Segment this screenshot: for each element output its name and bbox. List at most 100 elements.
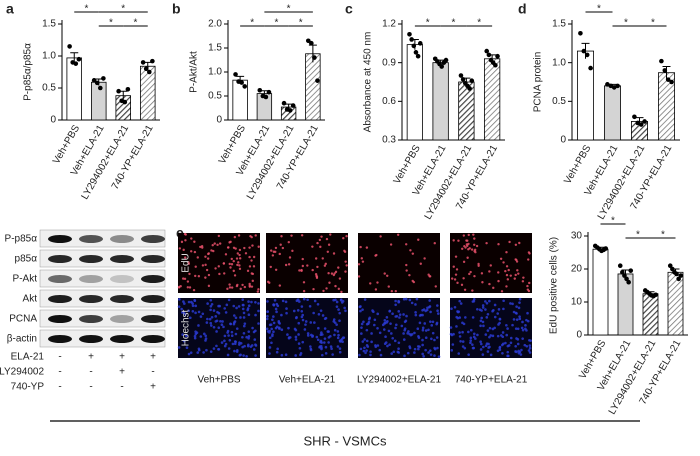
cell <box>309 333 313 337</box>
cell <box>318 238 322 242</box>
y-tick-label: 1.0 <box>552 57 566 68</box>
cell <box>214 315 218 318</box>
cell <box>431 320 435 324</box>
cell <box>496 349 500 353</box>
cell <box>378 331 382 335</box>
cell <box>235 257 239 260</box>
cell <box>180 307 183 311</box>
cell <box>340 290 343 294</box>
treatment-sign: - <box>89 367 92 378</box>
cell <box>187 261 190 264</box>
cell <box>485 301 489 305</box>
cell <box>521 328 525 332</box>
significance-label: * <box>661 230 665 241</box>
panel-letter: a <box>6 1 14 17</box>
cell <box>187 300 191 304</box>
error-bar <box>662 66 671 79</box>
cell <box>329 345 333 348</box>
cell <box>389 322 392 325</box>
image-column-label: Veh+ELA-21 <box>279 375 336 386</box>
cell <box>471 316 475 319</box>
cell <box>332 273 336 277</box>
cell <box>467 233 470 237</box>
cell <box>518 317 522 321</box>
cell <box>505 333 509 337</box>
data-point <box>578 30 583 36</box>
blot-band <box>79 255 103 263</box>
cell <box>311 245 314 248</box>
cell <box>462 234 466 237</box>
cell <box>217 326 221 330</box>
cell <box>226 331 229 334</box>
cell <box>218 272 221 276</box>
cell <box>489 353 493 357</box>
cell <box>227 334 230 337</box>
cell <box>319 309 323 312</box>
cell <box>482 345 485 349</box>
blot-band <box>48 335 72 343</box>
cell <box>402 297 406 301</box>
cell <box>376 327 379 330</box>
cell <box>436 346 439 350</box>
y-tick-label: 1.5 <box>552 19 566 30</box>
y-tick-label: 0.5 <box>552 96 566 107</box>
data-point <box>257 87 263 93</box>
cell <box>361 340 365 343</box>
cell <box>238 264 241 267</box>
blot-band <box>141 315 165 323</box>
cell <box>245 335 248 339</box>
blot-band <box>79 235 103 243</box>
cell <box>252 348 256 351</box>
data-point <box>626 279 631 285</box>
cell <box>342 237 345 240</box>
cell <box>309 321 313 324</box>
cell <box>498 346 502 350</box>
cell <box>517 349 520 353</box>
cell <box>296 309 300 312</box>
data-point <box>669 79 674 85</box>
cell <box>385 316 389 319</box>
cell <box>430 324 434 327</box>
cell <box>238 343 241 346</box>
data-point <box>415 53 421 59</box>
cell <box>178 247 182 250</box>
cell <box>419 262 422 265</box>
cell <box>233 349 236 353</box>
cell <box>207 252 210 256</box>
cell <box>472 299 476 303</box>
cell <box>506 327 509 330</box>
data-point <box>667 263 673 269</box>
blot-band <box>48 255 72 263</box>
cell <box>242 303 245 307</box>
cell <box>467 353 470 356</box>
cell <box>320 331 323 334</box>
cell <box>390 332 393 335</box>
cell <box>517 272 520 275</box>
cell <box>455 268 459 271</box>
cell <box>191 304 195 308</box>
cell <box>392 350 396 354</box>
data-point <box>603 246 609 251</box>
cell <box>466 256 469 259</box>
cell <box>449 326 453 329</box>
cell <box>316 265 319 269</box>
cell <box>464 246 467 249</box>
cell <box>338 311 342 315</box>
cell <box>277 321 281 324</box>
cell <box>524 324 527 327</box>
cell <box>529 339 532 342</box>
cell <box>398 316 401 319</box>
cell <box>339 340 342 343</box>
cell <box>242 332 246 335</box>
cell <box>469 328 473 332</box>
cell <box>278 326 281 330</box>
treatment-sign: - <box>58 367 61 378</box>
data-point <box>674 271 679 277</box>
significance-label: * <box>287 4 291 15</box>
cell <box>306 264 309 267</box>
cell <box>407 330 410 333</box>
cell <box>520 348 523 352</box>
cell <box>193 240 196 243</box>
treatment-sign: + <box>88 352 94 363</box>
cell <box>306 334 310 337</box>
